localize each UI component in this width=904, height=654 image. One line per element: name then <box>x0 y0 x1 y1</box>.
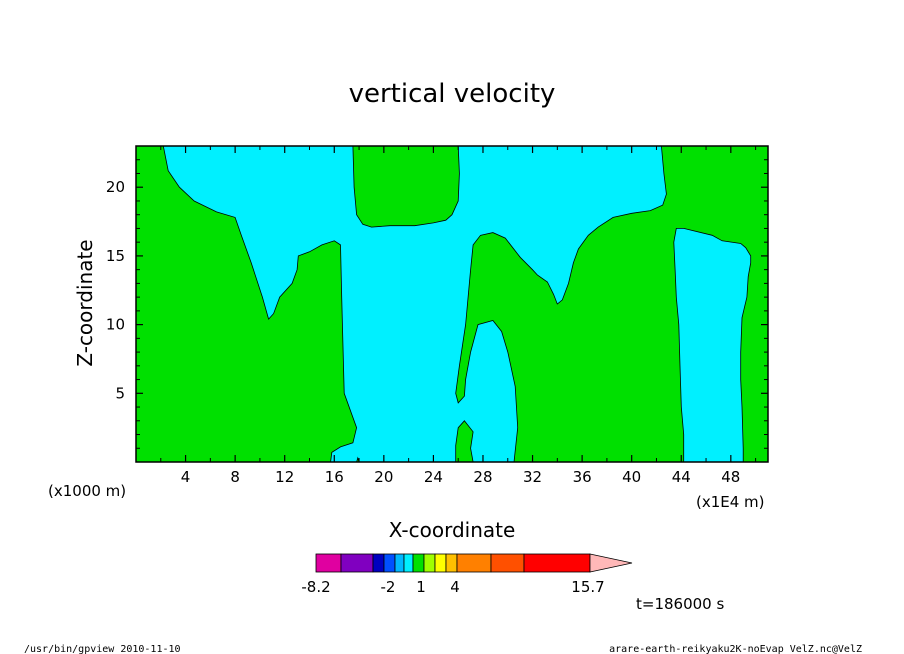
downdraft-region-1 <box>162 145 667 463</box>
colorbar-segment <box>383 553 396 573</box>
x-tick-label: 16 <box>325 468 344 486</box>
x-tick-label: 8 <box>230 468 240 486</box>
colorbar-arrow <box>589 553 633 573</box>
y-axis: 5 10 15 20 <box>106 159 768 449</box>
x-tick-label: 12 <box>275 468 294 486</box>
colorbar-segment <box>423 553 436 573</box>
colorbar-label: 4 <box>450 578 460 596</box>
plot-frame <box>135 145 769 463</box>
x-tick-label: 28 <box>473 468 492 486</box>
x-tick-label: 40 <box>622 468 641 486</box>
colorbar-segment <box>445 553 458 573</box>
colorbar-segment <box>490 553 525 573</box>
colorbar-segment <box>523 553 591 573</box>
colorbar <box>315 553 633 573</box>
x-unit-right: (x1E4 m) <box>696 493 765 511</box>
colorbar-segment <box>315 553 342 573</box>
footer-left: /usr/bin/gpview 2010-11-10 <box>24 644 181 654</box>
time-label: t=186000 s <box>636 595 724 613</box>
x-axis-label: X-coordinate <box>389 518 516 542</box>
colorbar-segment <box>394 553 405 573</box>
x-tick-label: 44 <box>672 468 691 486</box>
footer-right: arare-earth-reikyaku2K-noEvap_VelZ.nc@Ve… <box>609 644 862 654</box>
plot-area <box>135 145 769 463</box>
y-axis-label: Z-coordinate <box>73 239 97 366</box>
x-tick-label: 32 <box>523 468 542 486</box>
colorbar-segment <box>412 553 425 573</box>
colorbar-label: -2 <box>381 578 396 596</box>
x-tick-label: 48 <box>721 468 740 486</box>
chart-title: vertical velocity <box>349 79 556 109</box>
x-tick-label: 24 <box>424 468 443 486</box>
downdraft-region-2 <box>673 227 752 463</box>
y-tick-label: 5 <box>115 384 125 402</box>
y-tick-label: 15 <box>106 247 125 265</box>
colorbar-segment <box>340 553 374 573</box>
x-tick-label: 36 <box>573 468 592 486</box>
colorbar-label: 15.7 <box>571 578 604 596</box>
x-tick-label: 4 <box>181 468 191 486</box>
y-tick-label: 20 <box>106 178 125 196</box>
x-axis: 4 8 12 16 20 24 28 32 36 40 44 48 <box>160 146 757 486</box>
x-unit-left: (x1000 m) <box>48 482 126 500</box>
colorbar-segment <box>434 553 447 573</box>
colorbar-label: 1 <box>416 578 426 596</box>
colorbar-segment <box>403 553 414 573</box>
x-tick-label: 20 <box>374 468 393 486</box>
colorbar-labels: -8.2 -2 1 4 15.7 <box>301 578 604 596</box>
colorbar-label: -8.2 <box>301 578 330 596</box>
colorbar-segment <box>456 553 492 573</box>
colorbar-segment <box>372 553 385 573</box>
y-tick-label: 10 <box>106 316 125 334</box>
